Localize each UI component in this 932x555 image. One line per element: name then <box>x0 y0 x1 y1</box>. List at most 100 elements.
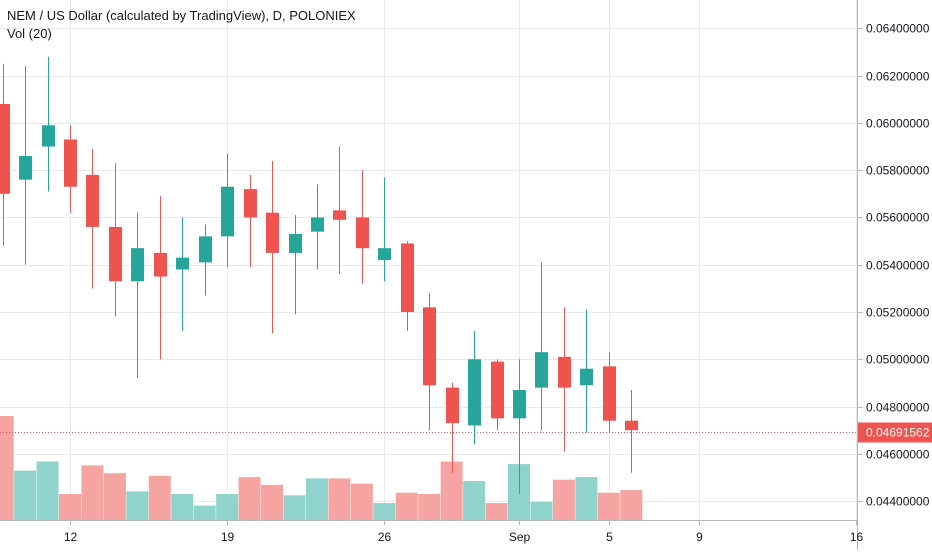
volume-bar <box>485 503 508 520</box>
time-axis: 12 19 26 Sep 5 9 16 <box>64 520 864 544</box>
volume-bar <box>193 505 216 520</box>
volume-bar <box>305 478 328 520</box>
price-tick-label: 0.04600000 <box>866 448 930 462</box>
time-tick-label: 19 <box>221 530 235 544</box>
candle <box>199 224 212 296</box>
volume-bar <box>575 477 598 520</box>
volume-bar <box>81 465 104 520</box>
candle <box>625 390 638 473</box>
candle-body <box>468 359 481 426</box>
last-price-tag: 0.04691562 <box>858 422 932 443</box>
volume-bar <box>395 492 418 520</box>
price-tick-label: 0.04800000 <box>866 401 930 415</box>
candle-body <box>109 226 122 282</box>
price-tick-label: 0.04400000 <box>866 495 930 509</box>
volume-bar <box>148 475 171 520</box>
price-tick-label: 0.06000000 <box>866 117 930 131</box>
time-tick-label: 5 <box>606 530 613 544</box>
candle-body <box>378 248 391 260</box>
candle <box>333 146 346 275</box>
candle-body <box>0 104 10 194</box>
candle-body <box>176 257 189 270</box>
candle-body <box>535 352 548 388</box>
candle-body <box>131 248 144 282</box>
volume-bar <box>261 484 284 520</box>
time-tick-label: 16 <box>850 530 864 544</box>
candle-body <box>19 156 32 180</box>
grid-lines <box>0 0 858 520</box>
candle-body <box>558 356 571 388</box>
time-tick-label: 26 <box>378 530 392 544</box>
candle <box>154 196 167 360</box>
volume-bar <box>620 490 643 520</box>
time-tick-label: 9 <box>696 530 703 544</box>
candle <box>289 215 302 315</box>
candle <box>446 382 459 473</box>
price-tick-label: 0.06200000 <box>866 70 930 84</box>
time-tick-label: Sep <box>509 530 531 544</box>
price-tick-label: 0.05400000 <box>866 259 930 273</box>
candle <box>311 184 324 270</box>
candle <box>64 125 77 213</box>
candle <box>603 352 616 433</box>
price-tick-label: 0.05200000 <box>866 306 930 320</box>
candle <box>513 359 526 494</box>
candle <box>42 56 55 192</box>
volume-bar <box>216 494 239 520</box>
candle <box>423 293 436 431</box>
candle-body <box>244 189 257 218</box>
candle <box>131 212 144 379</box>
price-axis: 0.04400000 0.04600000 0.04800000 0.05000000… <box>858 22 930 509</box>
candle <box>221 153 234 268</box>
candle <box>109 163 122 317</box>
candle-body <box>580 368 593 386</box>
candle <box>401 241 414 331</box>
volume-bar <box>59 494 81 520</box>
candle <box>266 160 279 334</box>
volume-bar <box>552 479 575 520</box>
chart-legend: NEM / US Dollar (calculated by TradingVi… <box>7 7 356 43</box>
candle <box>468 330 481 445</box>
candle-body <box>333 210 346 220</box>
candle-body <box>625 420 638 431</box>
candle <box>176 217 189 331</box>
candle <box>356 170 369 284</box>
candle-body <box>603 366 616 421</box>
last-price-label: 0.04691562 <box>866 426 930 440</box>
candle-body <box>423 307 436 386</box>
volume-bar <box>126 491 149 520</box>
candle-body <box>356 217 369 249</box>
price-tick-label: 0.05800000 <box>866 164 930 178</box>
volume-indicator-label[interactable]: Vol (20) <box>7 26 52 41</box>
candle-body <box>311 217 324 232</box>
volume-bar <box>14 470 37 520</box>
candle-body <box>154 252 167 277</box>
candle <box>19 66 32 265</box>
time-tick-label: 12 <box>64 530 78 544</box>
symbol-title[interactable]: NEM / US Dollar (calculated by TradingVi… <box>7 8 356 23</box>
price-tick-label: 0.05600000 <box>866 211 930 225</box>
candle-body <box>266 212 279 253</box>
candle-body <box>42 125 55 147</box>
volume-bar <box>328 478 351 520</box>
volume-bar <box>440 461 463 520</box>
volume-bar <box>463 481 486 520</box>
candle-body <box>513 390 526 419</box>
price-tick-label: 0.05000000 <box>866 353 930 367</box>
volume-bar <box>350 483 373 520</box>
candle <box>244 174 257 268</box>
candle <box>580 309 593 433</box>
volume-bar <box>418 494 441 520</box>
candle <box>535 262 548 431</box>
volume-bar <box>597 492 620 520</box>
candle <box>558 307 571 452</box>
volume-bar <box>103 473 126 520</box>
volume-bar <box>0 416 14 520</box>
volume-bars <box>0 416 643 520</box>
last-price-tag-bg <box>858 422 932 443</box>
candle-body <box>289 234 302 253</box>
candle <box>0 63 10 246</box>
candle <box>491 359 504 431</box>
